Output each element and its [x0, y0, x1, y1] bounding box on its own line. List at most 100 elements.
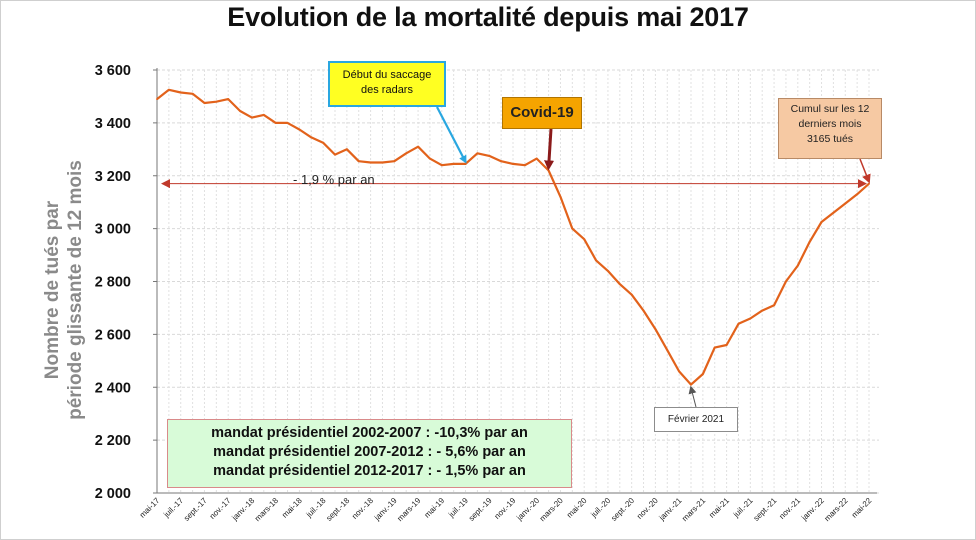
data-point	[298, 128, 301, 131]
x-tick-label: mars-20	[538, 496, 565, 523]
data-point	[559, 196, 562, 198]
data-point	[488, 155, 491, 157]
mandat-line-3: mandat présidentiel 2012-2017 : - 1,5% p…	[213, 463, 526, 479]
series-group	[156, 88, 870, 386]
x-tick-label: sept.-20	[609, 496, 636, 523]
x-tick-label: janv.-18	[230, 496, 257, 523]
data-point	[701, 373, 704, 375]
data-point	[749, 317, 752, 320]
data-point	[227, 98, 230, 100]
arrow-cumul	[859, 158, 871, 184]
data-point	[310, 136, 313, 139]
data-point	[820, 221, 823, 223]
mandat-line-1: mandat présidentiel 2002-2007 : -10,3% p…	[211, 425, 528, 441]
annotation-covid: Covid-19	[502, 97, 582, 129]
data-point	[369, 161, 372, 164]
data-point	[725, 344, 728, 346]
data-point	[654, 328, 657, 330]
y-tick-label: 3 200	[95, 169, 131, 185]
data-point	[393, 160, 396, 163]
data-point	[251, 116, 253, 119]
x-tick-label: mai-18	[280, 496, 304, 520]
data-point	[203, 102, 206, 104]
data-point	[856, 193, 859, 196]
annotation-cumul: Cumul sur les 12 derniers mois 3165 tués	[778, 98, 882, 159]
x-axis-ticks: mai-17 juil.-17sept.-17nov.-17janv.-18mar…	[138, 496, 874, 524]
x-tick-label: mars-22	[823, 496, 850, 523]
data-point	[618, 283, 621, 286]
data-point	[808, 240, 811, 243]
data-point	[796, 264, 799, 267]
x-tick-label: sept.-17	[182, 496, 209, 523]
data-point	[737, 322, 740, 325]
data-point	[286, 121, 289, 124]
x-tick-label: janv.-19	[372, 496, 399, 523]
data-point	[322, 141, 325, 144]
data-point	[191, 92, 194, 95]
x-tick-label: mai-21	[707, 496, 731, 520]
axes	[156, 68, 877, 494]
chart-title: Evolution de la mortalité depuis mai 201…	[227, 2, 749, 32]
x-tick-label: mars-19	[395, 496, 422, 523]
x-tick-label: janv.-22	[799, 496, 826, 523]
data-point	[844, 202, 847, 205]
annotation-cumul-line-3: 3165 tués	[806, 133, 854, 145]
y-tick-label: 2 800	[95, 275, 131, 291]
data-point	[357, 160, 360, 163]
data-point	[464, 162, 467, 165]
data-point	[713, 346, 716, 349]
data-point	[381, 161, 384, 164]
data-point	[785, 280, 787, 283]
data-point	[262, 114, 265, 116]
data-point	[334, 153, 336, 156]
data-point	[761, 309, 764, 312]
annotation-saccage: Début du saccage des radars	[328, 61, 446, 107]
x-tick-label: nov.-21	[777, 496, 802, 521]
data-point	[345, 148, 348, 151]
x-tick-label: mai-20	[565, 496, 589, 520]
y-tick-label: 3 600	[95, 63, 131, 79]
annotation-saccage-line-2: des radars	[361, 84, 413, 96]
data-point	[440, 164, 443, 167]
data-point	[239, 110, 241, 112]
annotation-saccage-line-1: Début du saccage	[342, 69, 432, 81]
data-point	[535, 157, 538, 160]
data-point	[405, 152, 408, 155]
data-point	[642, 309, 645, 312]
data-point	[274, 121, 277, 124]
data-point	[452, 162, 455, 165]
annotation-cumul-line-2: derniers mois	[798, 118, 862, 130]
data-point	[417, 145, 419, 148]
data-point	[512, 162, 514, 165]
data-point	[523, 164, 526, 167]
x-tick-label: nov.-19	[493, 496, 518, 521]
x-tick-label: nov.-18	[350, 496, 375, 521]
y-tick-label: 2 600	[95, 327, 131, 343]
x-tick-label: mars-18	[253, 496, 280, 523]
y-tick-label: 2 200	[95, 433, 131, 449]
data-point	[630, 293, 633, 296]
y-tick-label: 2 000	[95, 486, 131, 502]
x-tick-label: sept.-18	[324, 496, 351, 523]
data-point	[666, 349, 669, 352]
x-tick-label: mai-17	[138, 496, 162, 520]
x-tick-label: sept.-21	[752, 496, 779, 523]
data-point	[773, 304, 775, 307]
x-tick-label: janv.-20	[514, 496, 541, 523]
data-point	[476, 152, 479, 155]
data-point	[832, 211, 835, 214]
data-point	[678, 370, 681, 373]
data-point	[690, 383, 692, 386]
data-point	[595, 259, 597, 262]
annotation-mandat: mandat présidentiel 2002-2007 : -10,3% p…	[167, 419, 572, 488]
y-tick-label: 3 000	[95, 222, 131, 238]
x-tick-label: mai-22	[850, 496, 874, 520]
x-tick-label: nov.-20	[635, 496, 660, 521]
y-axis-ticks: 2 000 2 200 2 400 2 600 2 800 3 000 3 200 3 400…	[95, 63, 157, 502]
data-point	[156, 98, 158, 100]
y-tick-label: 3 400	[95, 116, 131, 132]
data-point	[583, 238, 586, 241]
annotation-fevrier: Février 2021	[654, 407, 738, 432]
data-point	[429, 157, 431, 160]
annotation-cumul-line-1: Cumul sur les 12	[790, 103, 870, 115]
